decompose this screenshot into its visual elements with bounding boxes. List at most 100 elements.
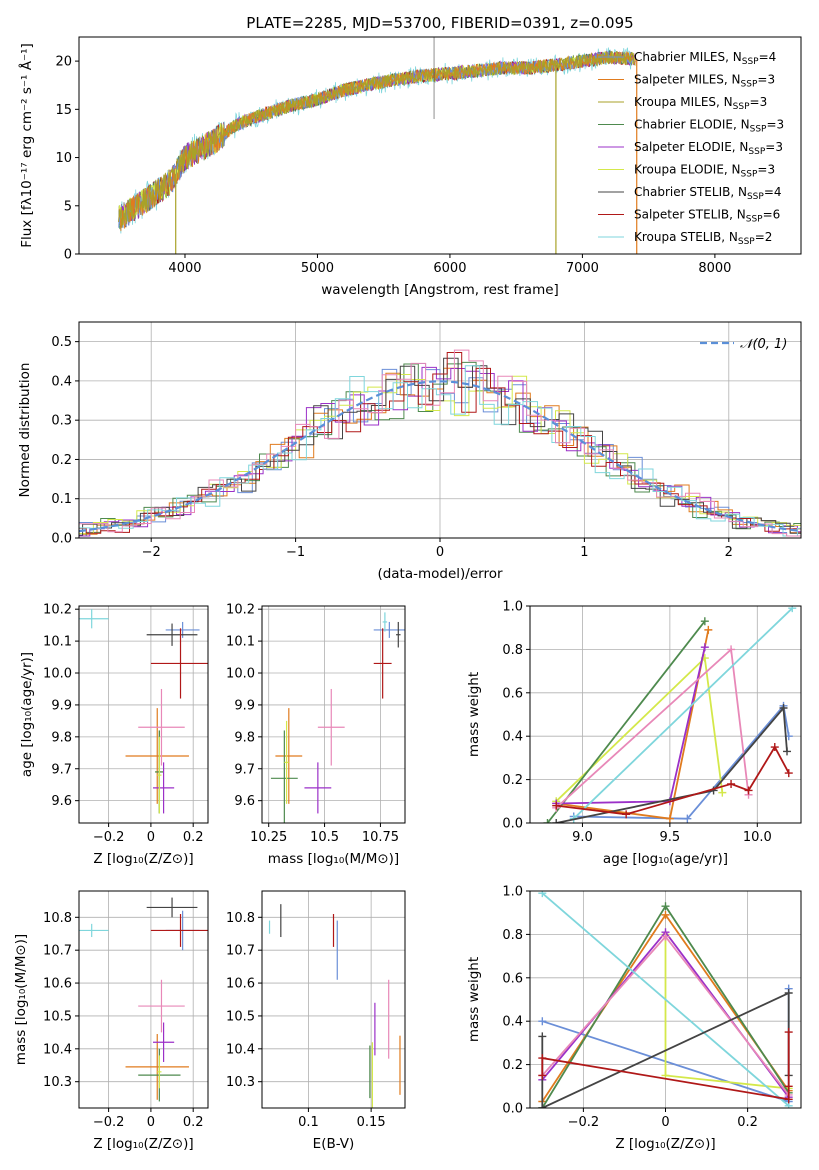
weight-series-line	[541, 892, 790, 1107]
weight-point-marker	[538, 1104, 547, 1108]
y-axis-label: mass [log₁₀(M/M⊙)]	[13, 934, 29, 1065]
legend-label: Kroupa ELODIE, NSSP=3	[634, 163, 775, 180]
y-tick-label: 0.6	[502, 686, 523, 701]
y-axis-label: Normed distribution	[17, 363, 33, 498]
y-tick-label: 10.3	[226, 1075, 255, 1090]
y-axis-label: mass weight	[466, 672, 482, 757]
weight-point-marker	[788, 606, 797, 613]
y-tick-label: 9.7	[234, 762, 255, 777]
reference-normal-curve	[79, 380, 801, 533]
y-tick-label: 20	[55, 55, 72, 70]
legend-subscript: SSP	[750, 125, 767, 135]
weight-point-marker	[783, 747, 792, 756]
weight-point-marker	[704, 625, 713, 634]
error-bars	[79, 897, 208, 1102]
weight-point-marker	[718, 788, 727, 797]
y-tick-label: 0.2	[51, 453, 72, 468]
y-tick-label: 10.4	[43, 1042, 72, 1057]
weight-point-marker	[784, 1028, 793, 1037]
weight-point-marker	[552, 801, 561, 810]
x-tick-label: 4000	[168, 261, 201, 276]
y-tick-label: 1.0	[502, 600, 523, 615]
y-tick-label: 10.5	[226, 1009, 255, 1024]
x-tick-label: 1	[580, 545, 588, 560]
weight-point-marker	[661, 932, 670, 941]
legend-label: Kroupa STELIB, NSSP=2	[634, 230, 772, 247]
spectrum-lines	[118, 37, 638, 254]
x-tick-label: 0	[147, 830, 155, 845]
legend-subscript: SSP	[733, 102, 750, 112]
legend-subscript: SSP	[742, 57, 759, 67]
x-tick-label: 10.25	[250, 830, 287, 845]
y-tick-label: 9.9	[234, 698, 255, 713]
weight-point-marker	[727, 645, 736, 654]
spectrum-panel: 4000 5000 6000 7000 8000 0 5 10 15 20 wavelength […	[18, 36, 802, 298]
y-tick-label: 9.8	[51, 730, 72, 745]
weight-point-marker	[552, 819, 561, 823]
age-vs-metallicity-panel: −0.2 0 0.2 9.6 9.7 9.8 9.9 10.0 10.1 10.2 Z [log₁₀…	[19, 603, 209, 867]
spectrum-line	[118, 51, 636, 227]
x-tick-label: 0	[147, 1115, 155, 1130]
y-tick-label: 10.7	[43, 944, 72, 959]
y-tick-label: 10.0	[226, 667, 255, 682]
weight-point-marker	[770, 743, 779, 752]
axes-frame	[529, 605, 802, 824]
x-axis-label: E(B-V)	[313, 1136, 355, 1152]
x-axis-label: age [log₁₀(age/yr)]	[603, 851, 728, 867]
histograms	[79, 349, 801, 537]
y-tick-label: 0.6	[502, 971, 523, 986]
x-tick-label: −1	[286, 545, 305, 560]
x-tick-label: 10.0	[743, 830, 772, 845]
y-tick-label: 0.4	[502, 1015, 523, 1030]
weight-point-marker	[538, 891, 547, 898]
legend-count: =3	[757, 73, 775, 87]
weight-point-marker	[538, 1054, 547, 1063]
x-axis-label: wavelength [Angstrom, rest frame]	[321, 282, 559, 298]
x-tick-label: 2	[725, 545, 733, 560]
x-axis-label: Z [log₁₀(Z/Z⊙)]	[93, 1136, 193, 1152]
weight-point-marker	[538, 1017, 547, 1026]
weight-vs-age-panel: 9.0 9.5 10.0 0.0 0.2 0.4 0.6 0.8 1.0 age [log₁₀(a…	[466, 600, 802, 867]
legend-subscript: SSP	[746, 215, 763, 225]
y-tick-label: 0.8	[502, 643, 523, 658]
weight-point-marker	[683, 814, 692, 823]
x-tick-label: 0.2	[183, 1115, 204, 1130]
weight-point-marker	[700, 617, 709, 626]
y-tick-label: 10.2	[226, 603, 255, 618]
x-tick-label: 6000	[433, 261, 466, 276]
x-tick-label: 10.5	[310, 830, 339, 845]
legend-label: Salpeter ELODIE, NSSP=3	[634, 140, 783, 157]
y-tick-label: 0.2	[502, 773, 523, 788]
histogram-series	[79, 349, 801, 537]
y-tick-label: 0.2	[502, 1058, 523, 1073]
y-tick-label: 10.6	[226, 977, 255, 992]
x-axis-label: (data-model)/error	[377, 566, 503, 582]
legend-label: Chabrier ELODIE, NSSP=3	[634, 118, 784, 135]
legend-count: =2	[755, 230, 773, 244]
y-tick-label: 0.0	[51, 532, 72, 547]
legend-label: Chabrier STELIB, NSSP=4	[634, 185, 782, 202]
y-tick-label: 10.1	[43, 635, 72, 650]
legend-label: Salpeter MILES, NSSP=3	[634, 73, 775, 90]
y-tick-label: 9.7	[51, 762, 72, 777]
y-axis-label: mass weight	[466, 957, 482, 1042]
y-tick-label: 10.7	[226, 944, 255, 959]
error-bars	[270, 612, 405, 823]
legend-label: Chabrier MILES, NSSP=4	[634, 50, 776, 67]
legend-label: Kroupa MILES, NSSP=3	[634, 95, 767, 112]
weight-point-marker	[665, 814, 674, 823]
y-tick-label: 10.3	[43, 1075, 72, 1090]
axes-frame	[78, 36, 802, 255]
weight-point-marker	[661, 902, 670, 911]
mass-vs-metallicity-panel: −0.2 0 0.2 10.3 10.4 10.5 10.6 10.7 10.8 Z [log₁₀…	[13, 890, 209, 1152]
y-tick-label: 0.4	[502, 730, 523, 745]
x-axis-label: mass [log₁₀(M/M⊙)]	[268, 851, 399, 867]
legend-label: 𝒩(0, 1)	[740, 337, 787, 352]
weight-point-marker	[661, 910, 670, 919]
y-tick-label: 9.6	[234, 794, 255, 809]
y-tick-label: 5	[64, 199, 72, 214]
weight-series-line	[556, 705, 788, 823]
weight-series-line	[556, 629, 710, 820]
x-tick-label: 9.0	[572, 830, 593, 845]
